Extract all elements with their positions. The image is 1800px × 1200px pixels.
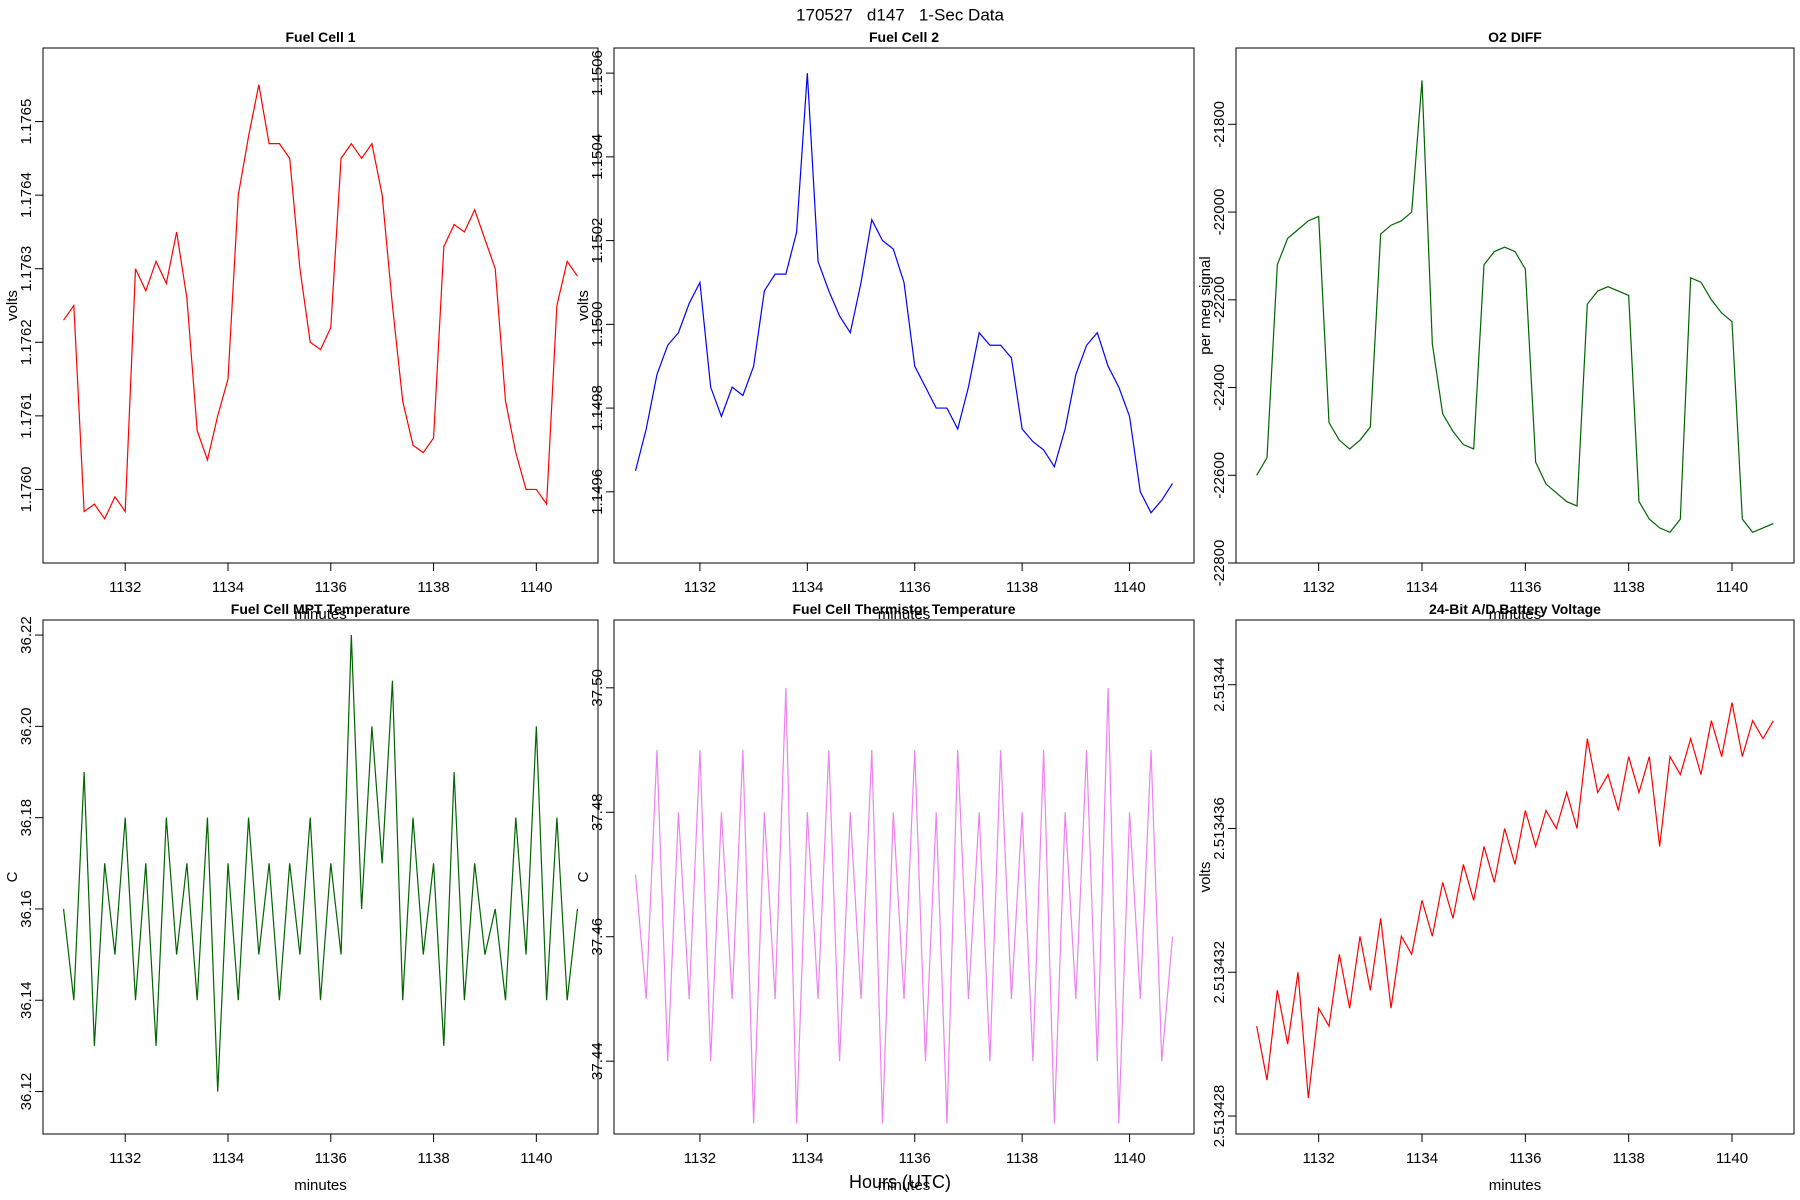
x-tick-label: 1134	[791, 1150, 823, 1167]
x-tick-label: 1132	[1303, 579, 1335, 596]
y-tick-label: 1.1760	[18, 466, 35, 512]
data-line	[634, 73, 1174, 514]
data-line	[634, 687, 1174, 1124]
y-tick-label: 1.1496	[589, 469, 606, 515]
x-axis-label: minutes	[1489, 606, 1542, 623]
x-tick-label: 1138	[417, 1150, 449, 1167]
y-tick-label: 1.1761	[18, 393, 35, 439]
y-tick-label: 37.50	[589, 669, 606, 707]
x-tick-label: 1136	[1509, 579, 1541, 596]
y-tick-label: 1.1764	[18, 172, 35, 218]
x-tick-label: 1132	[109, 1150, 141, 1167]
y-tick-label: 1.1762	[18, 319, 35, 365]
plot-frame	[1235, 619, 1795, 1135]
x-tick-label: 1138	[1006, 579, 1038, 596]
panel-title: 24-Bit A/D Battery Voltage	[1429, 601, 1601, 617]
y-tick-label: 36.18	[18, 799, 35, 837]
x-tick-label: 1138	[417, 579, 449, 596]
x-tick-label: 1134	[1406, 1150, 1438, 1167]
x-axis-label: minutes	[878, 1177, 931, 1194]
x-tick-label: 1136	[899, 579, 931, 596]
y-tick-label: 36.20	[18, 708, 35, 746]
page-title: 170527 d147 1-Sec Data	[796, 5, 1004, 24]
x-tick-label: 1134	[791, 579, 823, 596]
x-tick-label: 1134	[212, 579, 244, 596]
y-tick-label: 37.44	[589, 1042, 606, 1080]
x-tick-label: 1140	[1113, 579, 1145, 596]
panel-title: Fuel Cell MPT Temperature	[231, 601, 411, 617]
x-axis-label: minutes	[878, 606, 931, 623]
y-tick-label: 1.1506	[589, 50, 606, 96]
y-axis-label: volts	[1197, 862, 1214, 893]
plot-frame	[42, 47, 599, 564]
x-tick-label: 1136	[315, 579, 347, 596]
x-tick-label: 1136	[899, 1150, 931, 1167]
y-axis-label: per meg signal	[1197, 256, 1214, 354]
y-tick-label: -22200	[1211, 276, 1228, 323]
y-tick-label: 2.51344	[1211, 658, 1228, 712]
y-axis-label: volts	[575, 290, 592, 321]
y-axis-label: volts	[4, 290, 21, 321]
y-tick-label: -22400	[1211, 364, 1228, 411]
y-tick-label: 2.513428	[1211, 1085, 1228, 1148]
y-tick-label: 1.1498	[589, 385, 606, 431]
y-tick-label: 1.1765	[18, 99, 35, 145]
x-axis-label: minutes	[1489, 1177, 1542, 1194]
y-tick-label: -22600	[1211, 452, 1228, 499]
x-tick-label: 1140	[1113, 1150, 1145, 1167]
data-line	[63, 84, 578, 521]
panel-title: Fuel Cell Thermistor Temperature	[792, 601, 1015, 617]
y-tick-label: -21800	[1211, 101, 1228, 148]
plot-frame	[613, 47, 1195, 564]
y-tick-label: 1.1502	[589, 218, 606, 264]
x-tick-label: 1134	[1406, 579, 1438, 596]
y-tick-label: 1.1504	[589, 134, 606, 180]
x-tick-label: 1138	[1006, 1150, 1038, 1167]
y-tick-label: 36.22	[18, 616, 35, 654]
page-x-label: Hours (UTC)	[849, 1172, 951, 1192]
plot-frame	[613, 619, 1195, 1135]
x-tick-label: 1132	[684, 579, 716, 596]
x-tick-label: 1136	[1509, 1150, 1541, 1167]
panel-title: O2 DIFF	[1488, 29, 1542, 45]
x-tick-label: 1140	[1716, 579, 1748, 596]
x-tick-label: 1134	[212, 1150, 244, 1167]
x-tick-label: 1132	[684, 1150, 716, 1167]
y-tick-label: -22800	[1211, 540, 1228, 587]
y-axis-label: C	[575, 871, 592, 882]
y-tick-label: 1.1763	[18, 246, 35, 292]
x-tick-label: 1140	[1716, 1150, 1748, 1167]
x-tick-label: 1140	[520, 1150, 552, 1167]
x-tick-label: 1132	[1303, 1150, 1335, 1167]
x-tick-label: 1140	[520, 579, 552, 596]
plot-frame	[1235, 47, 1795, 564]
data-line	[1256, 80, 1774, 534]
y-tick-label: 2.513436	[1211, 797, 1228, 860]
y-tick-label: 36.12	[18, 1073, 35, 1111]
y-tick-label: 1.1500	[589, 301, 606, 347]
y-tick-label: 37.48	[589, 794, 606, 832]
y-tick-label: 2.513432	[1211, 941, 1228, 1004]
x-axis-label: minutes	[294, 1177, 347, 1194]
y-tick-label: -22000	[1211, 189, 1228, 236]
x-tick-label: 1138	[1613, 579, 1645, 596]
x-tick-label: 1132	[109, 579, 141, 596]
data-line	[1256, 702, 1774, 1099]
y-tick-label: 36.16	[18, 890, 35, 928]
x-tick-label: 1138	[1613, 1150, 1645, 1167]
y-axis-label: C	[4, 871, 21, 882]
y-tick-label: 36.14	[18, 981, 35, 1019]
x-axis-label: minutes	[294, 606, 347, 623]
plot-frame	[42, 619, 599, 1135]
panel-title: Fuel Cell 2	[869, 29, 939, 45]
y-tick-label: 37.46	[589, 918, 606, 956]
data-line	[62, 635, 579, 1092]
x-tick-label: 1136	[315, 1150, 347, 1167]
panel-title: Fuel Cell 1	[285, 29, 355, 45]
